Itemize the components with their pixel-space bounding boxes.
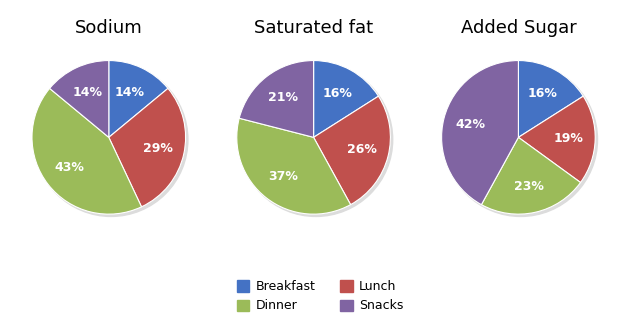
Text: 19%: 19%	[554, 132, 583, 146]
Wedge shape	[442, 60, 518, 205]
Circle shape	[444, 63, 598, 216]
Text: 29%: 29%	[143, 142, 172, 155]
Text: 43%: 43%	[54, 162, 84, 174]
Text: 26%: 26%	[347, 143, 377, 156]
Text: 21%: 21%	[268, 91, 298, 104]
Wedge shape	[518, 96, 595, 182]
Wedge shape	[109, 88, 186, 207]
Circle shape	[239, 63, 393, 216]
Wedge shape	[314, 60, 378, 137]
Text: 37%: 37%	[268, 170, 298, 183]
Circle shape	[35, 63, 188, 216]
Title: Saturated fat: Saturated fat	[254, 19, 373, 37]
Wedge shape	[481, 137, 580, 214]
Text: 42%: 42%	[455, 118, 485, 131]
Text: 14%: 14%	[115, 86, 145, 99]
Text: 16%: 16%	[323, 87, 353, 100]
Text: 14%: 14%	[72, 86, 102, 99]
Wedge shape	[32, 88, 141, 214]
Text: 23%: 23%	[515, 180, 544, 193]
Title: Added Sugar: Added Sugar	[461, 19, 576, 37]
Title: Sodium: Sodium	[75, 19, 143, 37]
Wedge shape	[314, 96, 390, 205]
Wedge shape	[518, 60, 583, 137]
Text: 16%: 16%	[527, 87, 557, 100]
Wedge shape	[237, 118, 351, 214]
Wedge shape	[239, 60, 314, 137]
Legend: Breakfast, Dinner, Lunch, Snacks: Breakfast, Dinner, Lunch, Snacks	[232, 275, 408, 318]
Wedge shape	[109, 60, 168, 137]
Wedge shape	[50, 60, 109, 137]
